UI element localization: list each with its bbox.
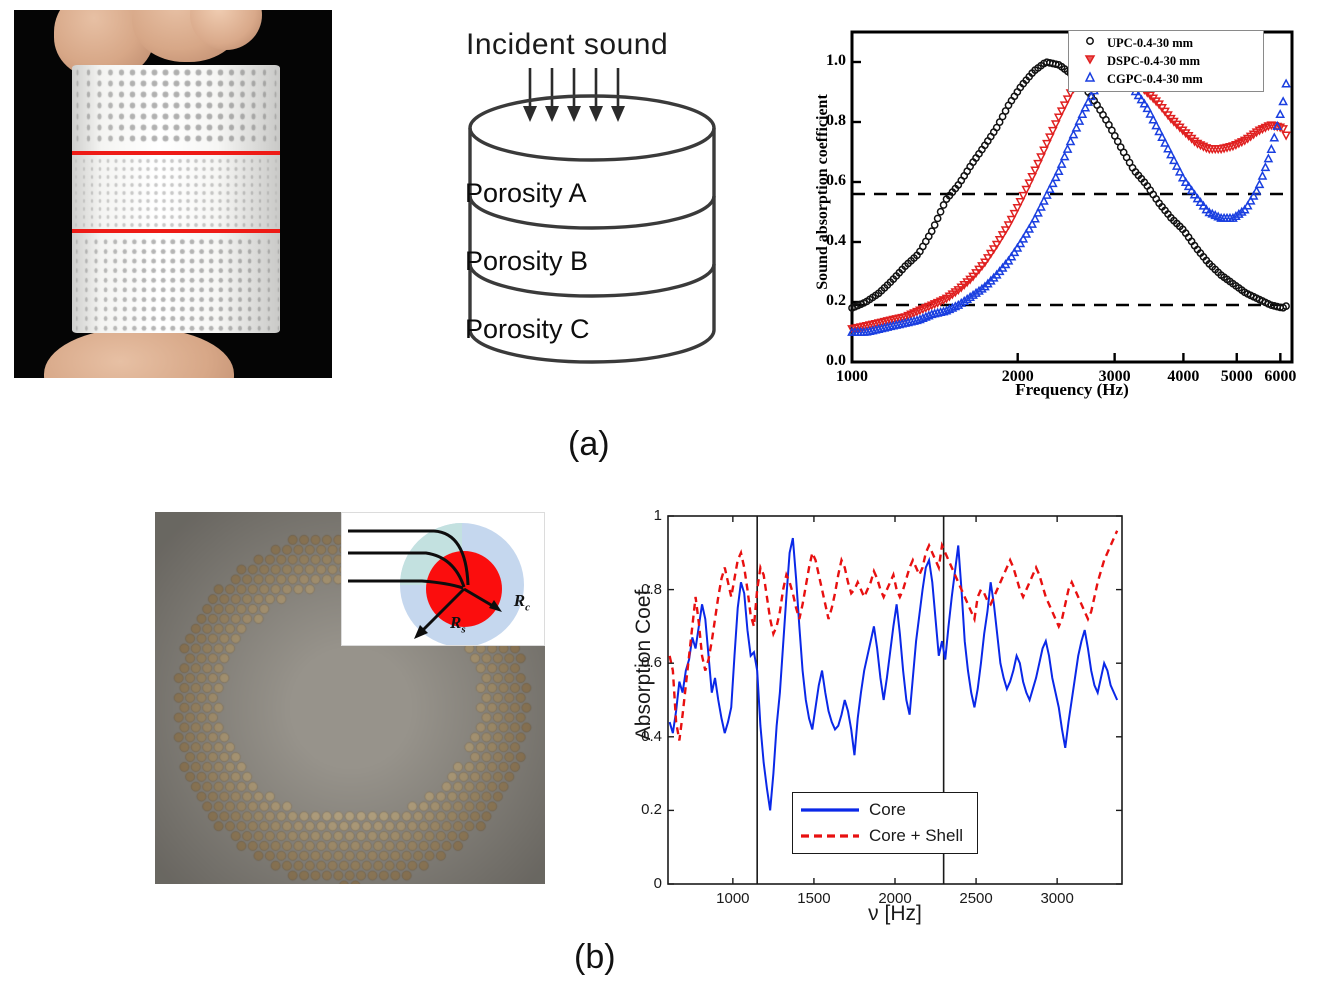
- chart-a-xtick: 6000: [1264, 368, 1297, 385]
- legend-label: CGPC-0.4-30 mm: [1107, 71, 1203, 86]
- legend-label: UPC-0.4-30 mm: [1107, 35, 1194, 50]
- incident-arrowheads: [523, 106, 625, 122]
- red-separator-line-upper: [72, 151, 280, 155]
- chart-a-ytick: 0.6: [826, 172, 846, 189]
- legend-item: Core: [799, 797, 971, 823]
- porosity-b-label: Porosity B: [465, 246, 589, 276]
- chart-a-ytick: 0.4: [826, 232, 846, 249]
- incident-sound-label: Incident sound: [466, 28, 669, 61]
- incident-arrows: [528, 68, 620, 110]
- legend-marker-icon: [1073, 34, 1107, 53]
- series-dspc: [847, 58, 1291, 335]
- panel-b-label: (b): [574, 938, 616, 976]
- legend-label: Core: [869, 800, 906, 819]
- legend-item: UPC-0.4-30 mm: [1073, 34, 1259, 52]
- radius-arrowheads: [414, 600, 502, 639]
- chart-a-x-axis-label: Frequency (Hz): [1015, 380, 1129, 399]
- cylinder-outline: [468, 94, 716, 364]
- chart-b-ytick: 1: [653, 507, 662, 524]
- chart-a-ytick: 0.2: [826, 292, 846, 309]
- chart-b-x-axis-label: ν [Hz]: [868, 902, 922, 925]
- chart-a-legend: UPC-0.4-30 mm DSPC-0.4-30 mm CGPC-0.4-30 m…: [1068, 30, 1264, 92]
- layered-cylinder-diagram: Incident sound: [430, 10, 760, 380]
- chart-b-ytick: 0.8: [641, 580, 662, 598]
- absorption-coefficient-core-shell-chart: Absorption Coef. ν [Hz] Core Core + Shell…: [600, 500, 1160, 960]
- series-core: [668, 537, 1119, 811]
- chart-b-legend: Core Core + Shell: [792, 792, 978, 854]
- series-core-shell: [668, 530, 1119, 741]
- chart-b-ytick: 0.4: [641, 727, 662, 745]
- chart-a-xtick: 4000: [1167, 368, 1200, 385]
- cylinder-schematic-svg: [468, 68, 716, 364]
- porosity-a-label: Porosity A: [465, 178, 587, 208]
- legend-item: CGPC-0.4-30 mm: [1073, 70, 1259, 88]
- shell-radius-label: Rs: [450, 613, 466, 636]
- red-separator-line-lower: [72, 229, 280, 233]
- graded-porosity-cylinder-photograph: [14, 10, 332, 378]
- chart-a-xtick: 5000: [1220, 368, 1253, 385]
- legend-item: DSPC-0.4-30 mm: [1073, 52, 1259, 70]
- chart-b-xtick: 2000: [878, 890, 912, 907]
- legend-line-icon: [801, 808, 859, 812]
- perforation-pattern: [72, 65, 280, 333]
- legend-label: DSPC-0.4-30 mm: [1107, 53, 1201, 68]
- incident-rays: [348, 529, 470, 590]
- chart-a-ytick: 0.0: [826, 352, 846, 369]
- sonic-crystal-rod-array-photograph: Rc Rs: [155, 512, 545, 884]
- perforated-cylinder-body: [72, 65, 280, 333]
- finger-bottom: [44, 328, 234, 378]
- core-radius-label: Rc: [513, 591, 530, 614]
- chart-b-ytick: 0.2: [641, 801, 662, 819]
- sound-absorption-coefficient-chart: Sound absorption coefficient Frequency (…: [790, 8, 1310, 418]
- chart-a-xtick: 3000: [1098, 368, 1131, 385]
- legend-marker-icon: [1073, 52, 1107, 71]
- chart-b-ytick: 0: [653, 875, 662, 892]
- legend-marker-icon: [1073, 70, 1107, 89]
- chart-b-ytick: 0.6: [641, 654, 662, 672]
- legend-item: Core + Shell: [799, 823, 971, 849]
- chart-b-xtick: 3000: [1040, 890, 1074, 907]
- legend-line-icon: [801, 834, 859, 838]
- chart-a-ytick: 1.0: [826, 52, 846, 69]
- chart-a-xtick: 2000: [1001, 368, 1034, 385]
- chart-a-ytick: 0.8: [826, 112, 846, 129]
- chart-a-xtick: 1000: [836, 368, 868, 385]
- porosity-c-label: Porosity C: [465, 314, 590, 344]
- chart-b-xtick: 1000: [716, 890, 750, 907]
- core-shell-svg: [348, 523, 524, 645]
- chart-b-xtick: 2500: [959, 890, 993, 907]
- panel-a-label: (a): [568, 425, 610, 463]
- legend-label: Core + Shell: [869, 826, 964, 845]
- chart-b-xtick: 1500: [797, 890, 831, 907]
- core-shell-scatterer-schematic: Rc Rs: [341, 512, 545, 646]
